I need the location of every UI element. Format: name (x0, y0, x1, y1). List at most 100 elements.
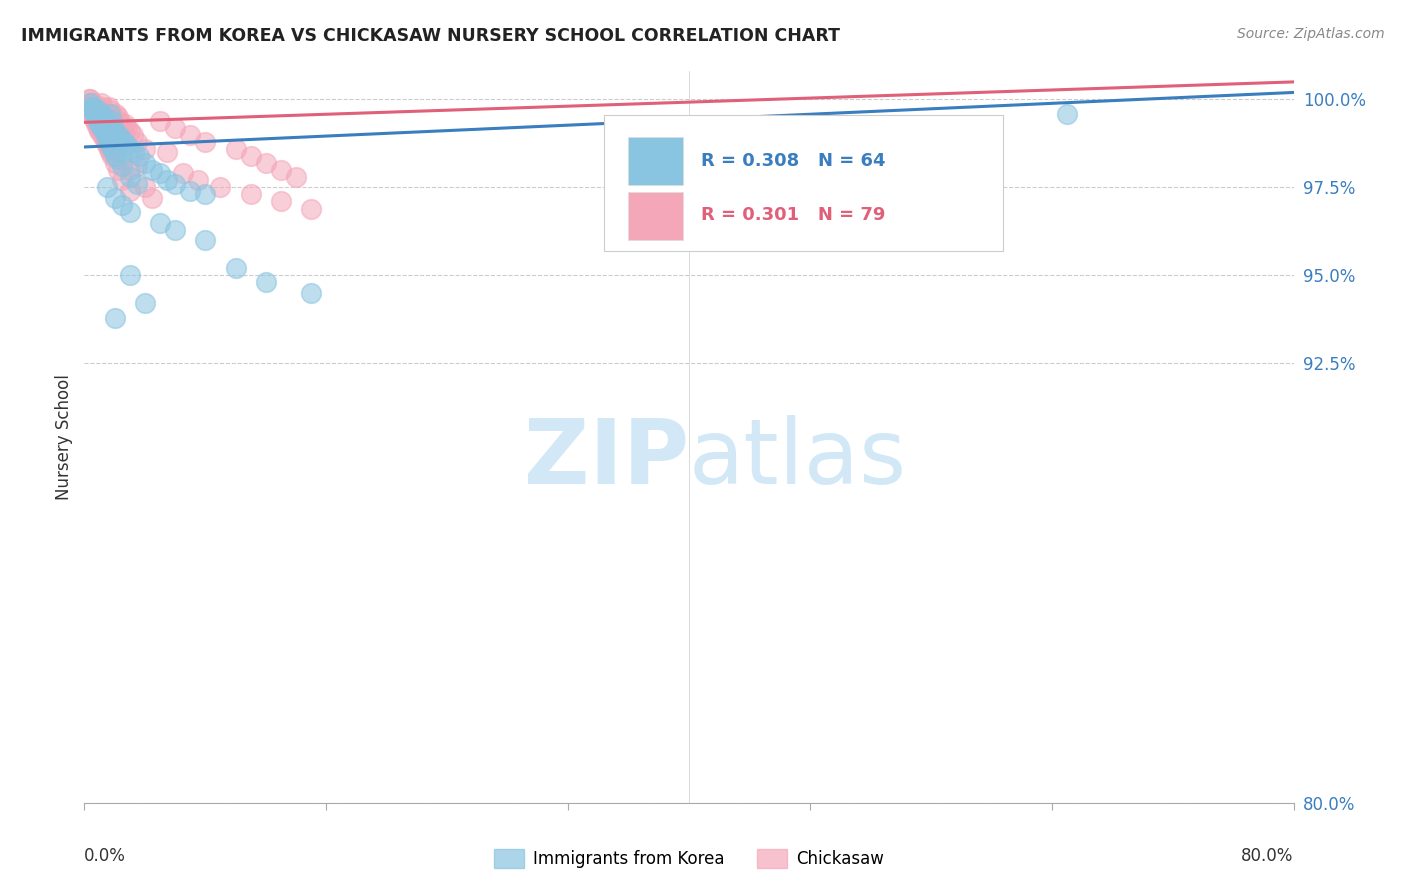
Point (84, 113, 107, 128)
Point (93, 103, 115, 117)
Point (107, 162, 129, 177)
Point (112, 124, 135, 138)
Text: R = 0.308   N = 64: R = 0.308 N = 64 (702, 152, 886, 169)
Point (285, 169, 308, 184)
Point (107, 128, 129, 142)
Point (149, 113, 172, 128)
Text: 0.0%: 0.0% (84, 847, 127, 864)
Point (121, 128, 143, 142)
Point (165, 177, 187, 191)
Point (127, 135, 149, 149)
Point (96, 120, 118, 135)
Point (107, 110, 129, 124)
Point (111, 173, 134, 187)
Text: 80.0%: 80.0% (1241, 847, 1294, 864)
Point (111, 159, 134, 173)
Point (97, 135, 120, 149)
Point (127, 159, 149, 173)
Point (239, 187, 262, 202)
Point (149, 216, 172, 230)
Point (118, 124, 141, 138)
Point (84, 106, 107, 120)
Point (239, 149, 262, 163)
Point (89, 117, 111, 131)
Point (115, 138, 138, 153)
Point (101, 110, 124, 124)
Point (94, 106, 117, 120)
Point (134, 155, 156, 169)
Text: IMMIGRANTS FROM KOREA VS CHICKASAW NURSERY SCHOOL CORRELATION CHART: IMMIGRANTS FROM KOREA VS CHICKASAW NURSE… (21, 27, 841, 45)
Point (93, 110, 115, 124)
Point (187, 173, 209, 187)
Point (94, 128, 117, 142)
Point (87, 103, 110, 117)
FancyBboxPatch shape (605, 115, 1004, 251)
Point (84, 110, 107, 124)
Point (270, 162, 292, 177)
Point (79, 95, 101, 110)
Point (80, 95, 103, 110)
Point (128, 149, 150, 163)
Point (1056, 106, 1078, 120)
Point (98, 103, 121, 117)
Point (194, 187, 217, 202)
Point (77, 93, 100, 107)
Point (156, 145, 179, 160)
Point (104, 145, 127, 160)
Point (82, 110, 104, 124)
Point (90, 106, 112, 120)
Point (134, 296, 156, 310)
Point (82, 99, 104, 113)
Point (225, 142, 247, 156)
Point (104, 155, 127, 169)
Point (299, 202, 322, 216)
Point (104, 113, 127, 128)
Point (165, 120, 187, 135)
Point (96, 110, 118, 124)
Point (79, 99, 101, 113)
Point (179, 128, 201, 142)
Point (107, 153, 129, 167)
Point (89, 124, 111, 138)
Point (165, 222, 187, 236)
Point (172, 166, 194, 180)
Point (82, 95, 104, 110)
Point (254, 155, 277, 169)
Point (270, 194, 292, 209)
Point (127, 177, 149, 191)
Point (80, 103, 103, 117)
Point (134, 180, 156, 194)
Point (118, 162, 141, 177)
Point (156, 173, 179, 187)
Text: atlas: atlas (689, 415, 907, 503)
Point (101, 120, 124, 135)
Point (118, 268, 141, 283)
Point (89, 120, 111, 135)
Point (98, 106, 121, 120)
Point (104, 191, 127, 205)
Point (112, 135, 135, 149)
Point (149, 166, 172, 180)
Text: Source: ZipAtlas.com: Source: ZipAtlas.com (1237, 27, 1385, 41)
Point (91, 120, 114, 135)
Point (118, 205, 141, 219)
Point (87, 113, 110, 128)
Point (91, 128, 114, 142)
Point (86, 117, 108, 131)
Y-axis label: Nursery School: Nursery School (55, 374, 73, 500)
Point (96, 135, 118, 149)
Point (100, 106, 122, 120)
Point (122, 145, 145, 160)
Point (118, 184, 141, 198)
Point (90, 95, 112, 110)
Point (104, 149, 127, 163)
Point (194, 233, 217, 247)
FancyBboxPatch shape (628, 192, 683, 240)
Point (134, 142, 156, 156)
Point (299, 285, 322, 300)
FancyBboxPatch shape (628, 137, 683, 185)
Point (179, 184, 201, 198)
Point (91, 99, 114, 113)
Point (89, 103, 111, 117)
Point (80, 103, 103, 117)
